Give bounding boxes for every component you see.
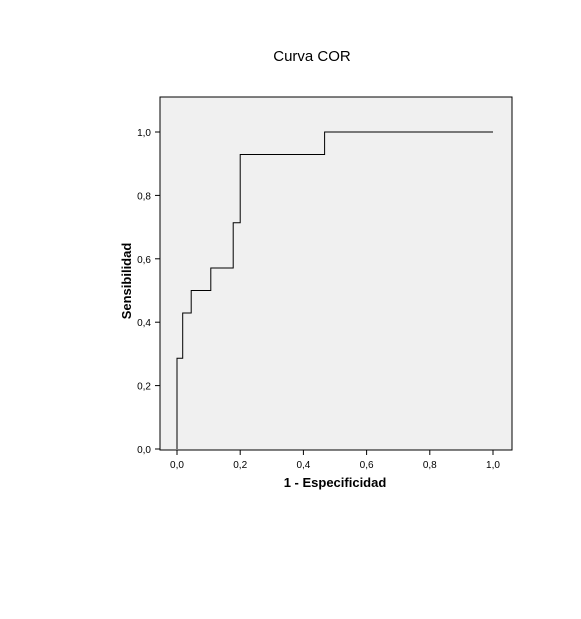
x-tick-label: 0,6	[360, 460, 374, 471]
y-tick-label: 0,0	[137, 445, 151, 456]
x-axis: 0,0 0,2 0,4 0,6 0,8 1,0	[170, 450, 500, 471]
y-tick-label: 1,0	[137, 128, 151, 139]
x-tick-label: 0,0	[170, 460, 184, 471]
chart-title: Curva COR	[273, 48, 351, 65]
x-axis-label: 1 - Especificidad	[284, 475, 387, 490]
x-tick-label: 0,4	[296, 460, 310, 471]
y-axis: 0,0 0,2 0,4 0,6 0,8 1,0	[137, 128, 160, 456]
roc-curve-line	[176, 131, 493, 449]
x-tick-label: 1,0	[486, 460, 500, 471]
plot-area	[159, 96, 513, 451]
x-tick-label: 0,2	[233, 460, 247, 471]
y-axis-label: Sensibilidad	[119, 243, 134, 320]
y-tick-label: 0,4	[137, 318, 151, 329]
y-tick-label: 0,2	[137, 382, 151, 393]
y-tick-label: 0,6	[137, 255, 151, 266]
y-tick-label: 0,8	[137, 191, 151, 202]
x-tick-label: 0,8	[423, 460, 437, 471]
